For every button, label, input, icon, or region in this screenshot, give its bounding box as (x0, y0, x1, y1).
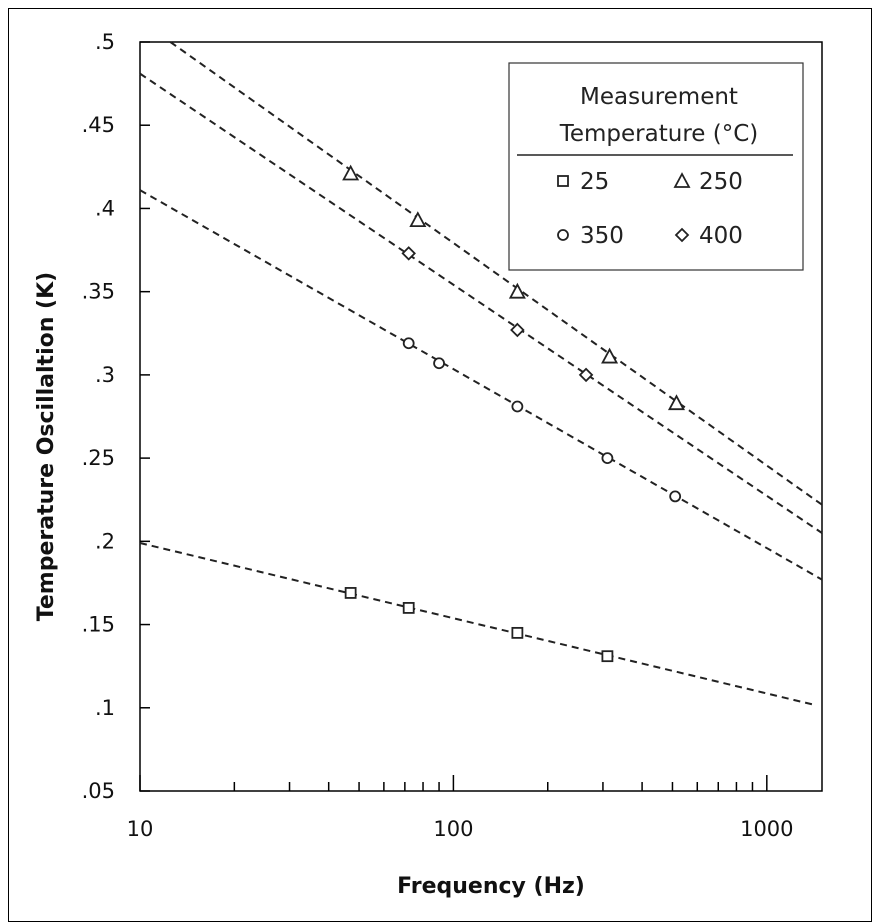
legend-entries: 25 250 350 400 (557, 169, 743, 249)
data-point-25 (402, 602, 415, 614)
data-point-350 (601, 452, 614, 465)
x-tick-label: 10 (127, 817, 154, 841)
data-point-400 (401, 246, 416, 261)
y-tick-label: .45 (82, 113, 115, 137)
legend-label-400: 400 (699, 223, 743, 249)
fit-line-350 (139, 189, 823, 581)
fit-lines (139, 41, 823, 706)
data-point-350 (433, 357, 445, 370)
legend: Measurement Temperature (°C) 25 250 350 400 (508, 62, 804, 271)
data-point-250 (601, 347, 619, 364)
legend-marker-25 (557, 175, 569, 187)
x-axis: 10 100 1000 (127, 775, 794, 841)
legend-label-350: 350 (580, 223, 624, 249)
fit-line-250 (169, 41, 823, 506)
data-point-400 (510, 322, 525, 338)
data-point-250 (667, 394, 685, 411)
fit-line-400 (139, 72, 823, 534)
y-axis: .05 .1 .15 .2 .25 .3 .35 .4 .45 .5 (82, 30, 150, 803)
y-tick-label: .3 (95, 363, 115, 387)
x-axis-title: Frequency (Hz) (397, 874, 585, 899)
plot-area (139, 41, 823, 792)
legend-label-250: 250 (699, 169, 743, 195)
legend-title-line1: Measurement (580, 84, 738, 110)
y-tick-label: .25 (82, 446, 115, 470)
data-point-250 (508, 282, 526, 299)
legend-title-line2: Temperature (°C) (559, 121, 759, 147)
data-point-250 (342, 164, 360, 181)
data-point-400 (578, 367, 594, 383)
legend-marker-350 (557, 229, 569, 241)
x-tick-label: 1000 (740, 817, 793, 841)
y-tick-label: .5 (95, 30, 115, 54)
y-tick-label: .4 (95, 196, 115, 220)
data-point-250 (409, 211, 427, 227)
y-axis-title: Temperature Oscillaltion (K) (34, 272, 59, 621)
y-tick-label: .15 (82, 613, 115, 637)
data-point-25 (344, 587, 357, 599)
data-point-25 (511, 626, 524, 639)
y-tick-label: .35 (82, 280, 115, 304)
x-tick-label: 100 (433, 817, 473, 841)
data-point-350 (511, 400, 524, 413)
legend-marker-250 (673, 172, 691, 188)
data-markers (342, 164, 685, 663)
legend-label-25: 25 (580, 169, 609, 195)
plot-border (139, 41, 823, 792)
fit-line-25 (139, 542, 813, 706)
y-tick-label: .05 (82, 779, 115, 803)
y-tick-label: .1 (95, 696, 115, 720)
data-point-350 (669, 490, 682, 503)
data-point-25 (601, 650, 614, 663)
y-tick-label: .2 (95, 529, 115, 553)
legend-marker-400 (674, 227, 690, 243)
data-point-350 (402, 337, 415, 350)
